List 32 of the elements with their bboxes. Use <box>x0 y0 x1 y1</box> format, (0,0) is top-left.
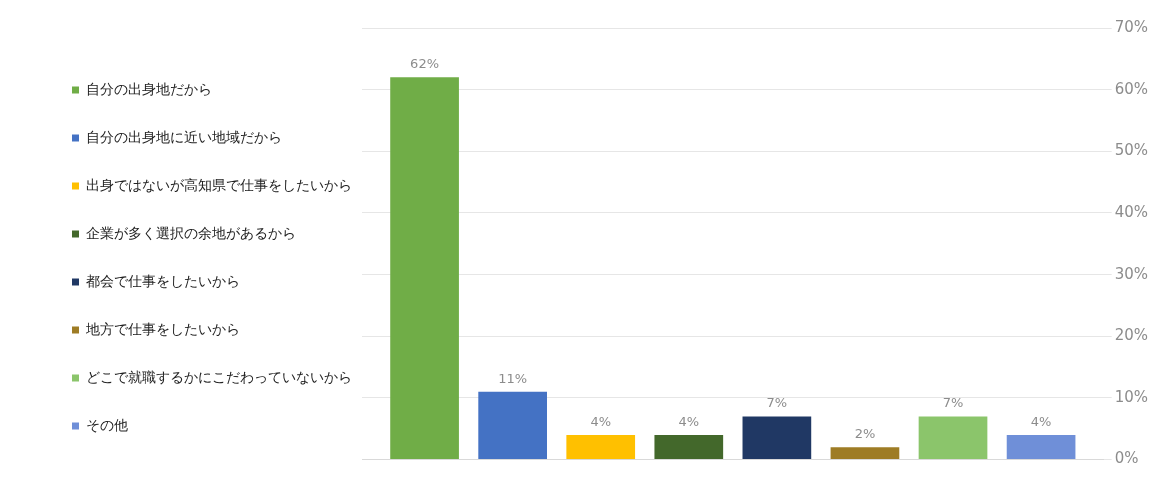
bar <box>742 416 812 460</box>
data-label: 4% <box>678 413 700 429</box>
data-label: 4% <box>590 413 612 429</box>
y-tick-label: 70% <box>1114 17 1148 36</box>
bar <box>478 391 547 460</box>
legend-label: 自分の出身地だから <box>86 80 212 97</box>
legend-label: 出身ではないが高知県で仕事をしたいから <box>86 176 352 193</box>
data-label: 11% <box>498 370 528 386</box>
data-label: 7% <box>766 395 788 411</box>
legend-label: 企業が多く選択の余地があるから <box>86 224 296 241</box>
y-tick-label: 60% <box>1114 79 1148 98</box>
y-tick-label: 30% <box>1114 264 1148 283</box>
legend-label: 都会で仕事をしたいから <box>86 272 240 289</box>
bar <box>566 434 636 460</box>
data-label: 7% <box>942 395 964 411</box>
y-tick-label: 50% <box>1114 141 1148 160</box>
y-tick-label: 20% <box>1114 326 1148 345</box>
y-tick-label: 10% <box>1114 387 1148 406</box>
data-label: 62% <box>410 56 440 72</box>
legend-label: どこで就職するかにこだわっていないから <box>86 368 352 385</box>
y-tick-label: 40% <box>1114 202 1148 221</box>
bar <box>654 434 724 460</box>
bar <box>830 447 900 460</box>
bar <box>1006 434 1076 460</box>
legend-label: 自分の出身地に近い地域だから <box>86 128 282 145</box>
bar <box>918 416 988 460</box>
y-tick-label: 0% <box>1114 449 1139 468</box>
data-label: 4% <box>1030 413 1052 429</box>
data-label: 2% <box>854 426 876 442</box>
bar <box>390 77 459 460</box>
legend-label: 地方で仕事をしたいから <box>85 320 240 337</box>
legend-label: その他 <box>86 416 128 433</box>
